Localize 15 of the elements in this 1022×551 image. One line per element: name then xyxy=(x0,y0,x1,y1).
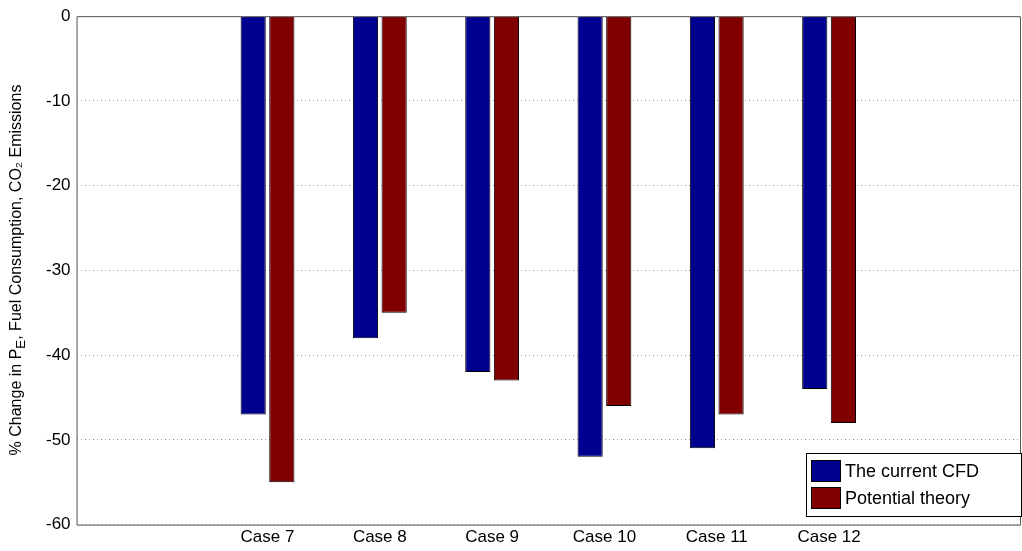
y-tick-label: 0 xyxy=(61,5,71,25)
x-tick-label: Case 8 xyxy=(352,527,407,547)
y-tick-label: -50 xyxy=(45,429,71,449)
y-tick-label: -40 xyxy=(45,344,71,364)
x-tick-label: Case 10 xyxy=(572,527,637,547)
y-tick-label: -20 xyxy=(45,175,71,195)
y-tick-label: -30 xyxy=(45,260,71,280)
legend-label: The current CFD xyxy=(845,460,980,482)
x-tick-label: Case 9 xyxy=(465,527,520,547)
y-tick-label: -10 xyxy=(45,90,71,110)
y-tick-label: -60 xyxy=(45,514,71,534)
legend-label: Potential theory xyxy=(845,487,971,509)
x-tick-label: Case 12 xyxy=(797,527,861,547)
x-tick-label: Case 7 xyxy=(240,527,295,547)
x-tick-label: Case 11 xyxy=(685,527,748,547)
